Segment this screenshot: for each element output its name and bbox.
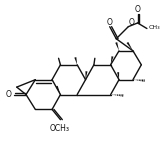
Text: OCH₃: OCH₃	[49, 124, 69, 133]
Polygon shape	[115, 42, 119, 51]
Text: CH₃: CH₃	[149, 25, 160, 30]
Polygon shape	[117, 72, 119, 80]
Polygon shape	[111, 56, 113, 65]
Text: O: O	[128, 18, 134, 27]
Polygon shape	[74, 57, 77, 65]
Polygon shape	[56, 86, 60, 95]
Polygon shape	[127, 42, 133, 51]
Text: O: O	[107, 18, 113, 27]
Text: O: O	[5, 90, 11, 99]
Polygon shape	[85, 71, 88, 80]
Text: O: O	[135, 5, 140, 14]
